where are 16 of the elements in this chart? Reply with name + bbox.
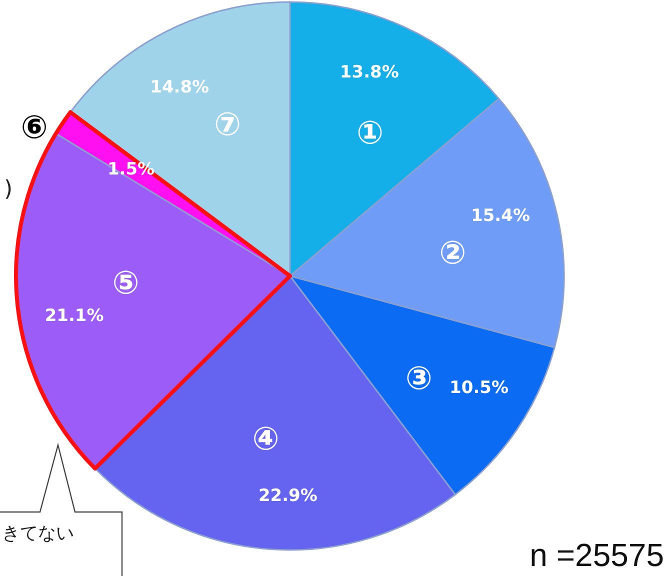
slice-label: ② [439,233,466,272]
data-label: 22.9% [258,486,318,506]
slice-label: ⑥ [20,108,48,146]
slice-label: ⑤ [112,264,140,302]
text: ) [4,177,13,202]
data-label: 21.1% [44,306,104,326]
data-label: 10.5% [450,378,509,398]
data-label: 15.4% [471,206,530,226]
slice-label: ⑦ [214,104,242,143]
slice-label: ③ [405,358,432,397]
text: きてない [2,523,74,543]
text: n =25575 [530,537,664,573]
slice-label: ④ [252,420,280,458]
slice-label: ① [356,113,384,152]
data-label: 14.8% [150,78,210,98]
data-label: 13.8% [340,62,399,83]
